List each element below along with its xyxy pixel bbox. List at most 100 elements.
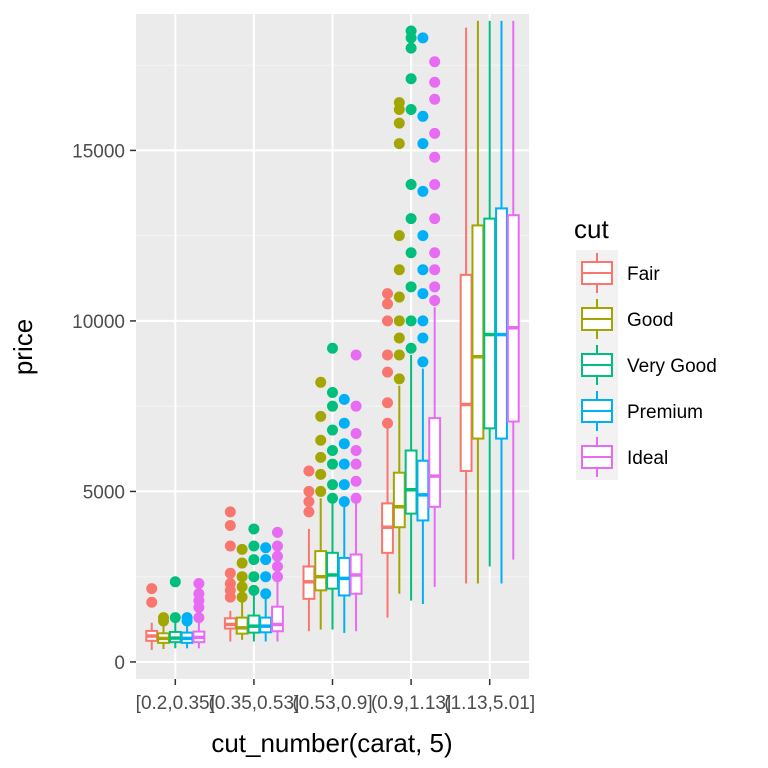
legend-label: Premium [627,402,703,423]
outlier-point [350,349,362,361]
x-axis-title: cut_number(carat, 5) [211,728,452,758]
outlier-point [393,117,405,129]
legend-item-ideal: Ideal [576,434,668,480]
outlier-point [405,213,417,225]
outlier-point [393,230,405,242]
y-tick-label: 0 [114,653,125,674]
outlier-point [405,25,417,37]
outlier-point [417,315,429,327]
legend: cut Fair Good Very Good Premium Ideal [574,214,717,480]
outlier-point [169,612,181,624]
outlier-point [417,288,429,300]
outlier-point [405,342,417,354]
y-tick-label: 5000 [83,482,125,503]
outlier-point [303,465,315,477]
outlier-point [303,506,315,518]
outlier-point [271,560,283,572]
x-tick-label: (0.35,0.53] [208,693,299,714]
outlier-point [315,410,327,422]
outlier-point [382,397,394,409]
box [302,465,316,632]
x-tick-label: (1.13,5.01] [444,693,535,714]
box-body [314,550,328,592]
outlier-point [429,247,441,259]
outlier-point [146,583,158,595]
outlier-point [327,479,338,491]
outlier-point [382,288,394,300]
outlier-point [260,571,272,583]
y-tick-label: 10000 [72,312,125,333]
box [259,542,273,642]
box [145,583,159,651]
legend-item-very-good: Very Good [576,342,717,388]
box [247,523,261,642]
outlier-point [429,264,441,276]
outlier-point [393,97,405,109]
box-body [404,449,418,515]
x-tick-label: (0.53,0.9] [292,693,372,714]
legend-label: Very Good [627,356,717,377]
outlier-point [169,576,181,588]
box [428,56,442,587]
outlier-point [429,93,441,105]
outlier-point [393,349,405,361]
legend-item-premium: Premium [576,388,703,434]
outlier-point [271,540,283,552]
y-tick-label: 15000 [72,141,125,162]
box [157,612,170,649]
outlier-point [382,349,394,361]
outlier-point [350,492,362,504]
outlier-point [315,376,327,388]
legend-title: cut [574,214,609,244]
outlier-point [327,492,338,504]
legend-item-good: Good [576,296,673,342]
box-body [459,273,473,472]
outlier-point [248,554,260,566]
outlier-point [315,434,327,446]
outlier-point [271,550,283,562]
box-body [416,459,430,522]
outlier-point [382,417,394,429]
outlier-point [405,42,417,54]
outlier-point [417,138,429,150]
outlier-point [327,387,338,399]
outlier-point [417,110,429,122]
box-body [271,605,284,633]
outlier-point [405,315,417,327]
outlier-point [181,612,193,624]
outlier-point [405,179,417,191]
outlier-point [193,588,205,600]
box-body [392,471,406,529]
box-body [471,224,485,440]
outlier-point [393,332,405,344]
x-tick-label: [0.2,0.35] [136,693,215,714]
outlier-point [315,485,327,497]
outlier-point [429,294,441,306]
box [326,342,339,630]
y-axis-title: price [8,319,38,375]
outlier-point [260,542,272,554]
outlier-point [315,451,327,463]
outlier-point [236,557,248,569]
box-body [506,214,520,423]
outlier-point [338,458,350,470]
outlier-point [382,315,394,327]
box-groups [145,20,520,651]
outlier-point [417,230,429,242]
outlier-point [224,506,236,518]
box [416,32,430,604]
outlier-point [260,588,272,600]
legend-label: Good [627,310,673,331]
outlier-point [248,540,260,552]
outlier-point [393,373,405,385]
outlier-point [338,496,350,508]
outlier-point [327,424,338,436]
outlier-point [193,578,205,590]
outlier-point [382,298,394,310]
outlier-point [429,127,441,139]
box [168,576,182,649]
outlier-point [193,612,205,624]
outlier-point [224,520,236,532]
x-axis: [0.2,0.35](0.35,0.53](0.53,0.9](0.9,1.13… [136,679,535,714]
